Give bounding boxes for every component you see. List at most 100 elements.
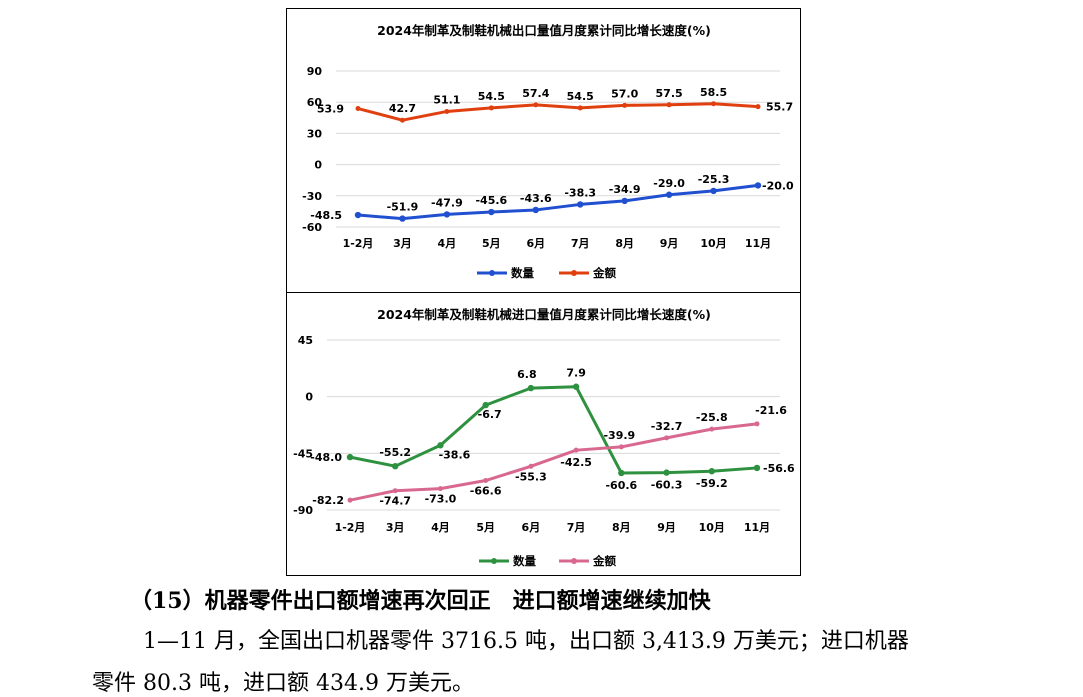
data-point [664, 435, 670, 441]
data-point [755, 104, 761, 110]
data-point [663, 469, 670, 476]
x-tick-label: 10月 [699, 521, 725, 534]
data-point [483, 478, 489, 484]
data-point [346, 453, 354, 461]
y-tick-label: -90 [293, 504, 313, 517]
data-label: 57.4 [522, 87, 549, 100]
legend-label: 数量 [513, 554, 536, 568]
data-point [753, 464, 761, 472]
data-point [347, 497, 353, 503]
data-label: -82.2 [312, 494, 344, 507]
x-tick-label: 11月 [745, 237, 771, 250]
data-label: 53.9 [317, 103, 344, 116]
data-point [577, 201, 584, 208]
legend-marker [571, 558, 577, 564]
data-label: 51.1 [433, 93, 460, 106]
x-tick-label: 4月 [431, 521, 450, 534]
data-label: -74.7 [379, 495, 411, 508]
data-point [533, 102, 539, 108]
data-label: -43.6 [520, 192, 552, 205]
data-label: -25.3 [698, 173, 730, 186]
data-point [488, 105, 494, 111]
legend-marker [489, 270, 495, 276]
x-tick-label: 7月 [571, 237, 590, 250]
data-point [754, 421, 760, 427]
x-tick-label: 4月 [438, 237, 457, 250]
data-point [532, 206, 539, 214]
data-label: -60.6 [605, 479, 637, 492]
data-label: -59.2 [696, 477, 728, 490]
data-label: -51.9 [387, 201, 419, 214]
data-label: -29.0 [653, 177, 685, 190]
series-line-金额 [349, 422, 758, 502]
data-point [622, 102, 628, 108]
import-growth-chart: 2024年制革及制鞋机械进口量值月度累计同比增长速度(%) 45 0 -45 -90 1-… [286, 292, 801, 576]
series-line-数量 [349, 385, 758, 475]
x-tick-label: 7月 [567, 521, 586, 534]
data-point [618, 469, 625, 477]
y-tick-label: 45 [298, 334, 313, 347]
data-point [528, 463, 534, 469]
data-label: -45.6 [475, 194, 507, 207]
data-label: 7.9 [566, 367, 586, 380]
data-label: 58.5 [700, 86, 727, 99]
data-label: -6.7 [478, 408, 502, 421]
y-tick-label: -30 [302, 190, 322, 203]
data-label: -55.3 [515, 470, 547, 483]
data-label: -39.9 [603, 429, 635, 442]
x-tick-label: 1-2月 [335, 521, 366, 534]
legend-label: 金额 [592, 554, 616, 568]
data-point [572, 383, 580, 390]
data-point [618, 444, 624, 450]
data-point [527, 384, 535, 392]
x-tick-label: 6月 [522, 521, 541, 534]
data-label: -47.9 [431, 196, 463, 209]
x-tick-label: 3月 [393, 237, 412, 250]
data-label: -60.3 [651, 479, 683, 492]
x-tick-label: 8月 [615, 237, 634, 250]
data-label: -73.0 [425, 493, 457, 506]
data-label: -20.0 [762, 179, 794, 192]
data-label: -38.6 [439, 448, 471, 461]
x-tick-label: 9月 [660, 237, 679, 250]
data-label: -48.5 [310, 209, 342, 222]
chart-title: 2024年制革及制鞋机械进口量值月度累计同比增长速度(%) [377, 307, 711, 322]
legend-label: 金额 [592, 266, 616, 280]
x-tick-label: 9月 [657, 521, 676, 534]
data-label: -21.6 [755, 404, 787, 417]
data-point [666, 102, 672, 108]
x-tick-label: 6月 [526, 237, 545, 250]
data-label: -34.9 [609, 183, 641, 196]
x-tick-label: 5月 [476, 521, 495, 534]
y-tick-label: -45 [293, 447, 313, 460]
data-point [399, 215, 406, 222]
data-point [392, 488, 398, 494]
y-tick-label: -60 [302, 221, 322, 234]
data-point [354, 211, 362, 219]
data-point [711, 101, 717, 107]
legend-label: 数量 [511, 266, 534, 280]
data-point [710, 187, 717, 195]
data-point [355, 106, 361, 112]
data-label: -56.6 [763, 462, 795, 475]
x-tick-label: 1-2月 [343, 237, 374, 250]
data-label: -38.3 [564, 186, 596, 199]
x-tick-label: 3月 [386, 521, 405, 534]
legend-marker [491, 558, 497, 564]
data-label: 54.5 [567, 90, 594, 103]
y-tick-label: 60 [307, 96, 323, 109]
data-point [437, 442, 444, 449]
data-point [665, 191, 673, 198]
data-label: 54.5 [478, 90, 505, 103]
x-tick-label: 5月 [482, 237, 501, 250]
y-tick-label: 0 [314, 159, 322, 172]
data-point [708, 468, 715, 475]
data-point [709, 426, 715, 432]
data-label: -42.5 [560, 456, 592, 469]
chart-title: 2024年制革及制鞋机械出口量值月度累计同比增长速度(%) [377, 23, 711, 38]
data-point [443, 211, 451, 218]
x-tick-label: 10月 [700, 237, 726, 250]
data-label: -48.0 [310, 451, 342, 464]
section-heading: （15）机器零件出口额增速再次回正 进口额增速继续加快 [130, 588, 711, 614]
x-tick-label: 8月 [612, 521, 631, 534]
